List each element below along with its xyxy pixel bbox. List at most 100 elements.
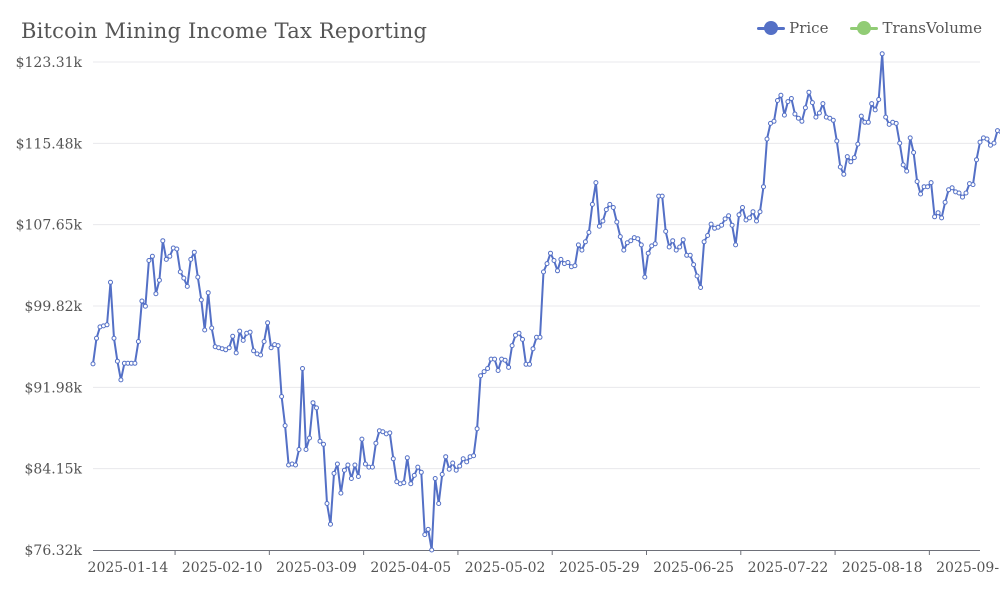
data-point [195,274,201,280]
data-point [156,277,162,283]
data-point [537,334,543,340]
data-point [582,239,588,245]
data-point [551,258,557,263]
data-point [422,532,428,538]
data-point [603,207,609,213]
data-point [181,275,187,281]
data-point [844,154,850,160]
data-point [202,327,208,333]
data-point [516,330,522,336]
data-point [478,373,484,379]
data-point [820,101,826,107]
legend-swatch-price-icon [757,21,786,35]
data-point [411,472,417,478]
legend-item-transvolume[interactable]: TransVolume [850,19,982,37]
data-point [348,476,354,481]
data-point [439,471,445,477]
data-point [404,455,410,461]
data-point [743,217,749,223]
data-point [834,138,840,144]
data-point [401,480,407,486]
data-point [328,521,333,527]
data-point [858,113,864,119]
data-point [792,111,798,117]
data-point [324,501,330,506]
data-point [321,441,326,447]
data-point [369,464,375,470]
data-point [373,440,379,446]
data-point [362,461,368,467]
data-point [754,218,759,224]
data-point [652,241,658,247]
data-point [146,258,152,263]
data-point [443,454,449,460]
data-point [509,343,515,349]
data-point [191,249,197,255]
y-tick-label: $76.32k [25,543,83,559]
data-point [265,320,271,326]
data-point [352,462,358,468]
legend-item-price[interactable]: Price [757,19,828,37]
data-point [614,219,620,225]
data-point [942,199,948,205]
data-point [886,121,892,127]
data-point [733,242,739,248]
y-tick-label: $84.15k [25,462,83,478]
data-point [879,51,885,57]
series-layer [90,51,1000,553]
data-point [436,501,442,506]
data-point [279,394,285,399]
data-point [317,438,323,444]
data-point [635,236,641,242]
data-point [949,185,955,191]
x-tick-label: 2025-03-09 [276,560,357,576]
data-point [149,253,155,259]
x-tick-label: 2025-04-05 [370,560,451,576]
data-point [830,117,836,123]
data-point [90,361,96,367]
legend-swatch-transvolume-icon [850,21,879,35]
data-point [705,233,711,238]
data-point [816,110,822,116]
grid-layer [93,61,980,470]
data-point [474,426,480,432]
data-point [764,136,770,142]
legend-label-transvolume: TransVolume [882,19,982,37]
data-point [918,191,924,197]
data-point [726,213,732,219]
x-tick-label: 2025-08-18 [842,560,923,576]
legend: Price TransVolume [757,19,982,37]
data-point [687,252,693,258]
data-point [925,184,931,190]
data-point [345,462,351,468]
data-point [104,322,110,328]
data-point [698,285,704,290]
data-point [988,142,993,148]
data-point [174,246,180,252]
data-point [956,190,962,196]
data-point [624,240,630,246]
data-point [607,201,613,207]
data-point [914,179,920,184]
data-point [771,118,777,124]
data-point [296,447,302,452]
data-point [593,180,599,186]
x-tick-label: 2025-07-22 [748,560,829,576]
y-tick-label: $115.48k [16,136,83,152]
data-point [160,238,166,244]
x-tick-label: 2025-02-10 [182,560,263,576]
data-point [341,467,347,473]
data-point [848,159,854,165]
data-point [869,101,875,107]
data-point [492,356,498,362]
data-point [935,210,941,216]
y-tick-label: $99.82k [25,299,83,315]
data-point [205,290,211,296]
x-tick-label: 2025-09-14 [936,560,1000,576]
data-point [575,242,581,248]
data-point [963,190,969,196]
data-point [586,229,592,235]
data-point [548,250,553,256]
data-point [802,105,808,111]
